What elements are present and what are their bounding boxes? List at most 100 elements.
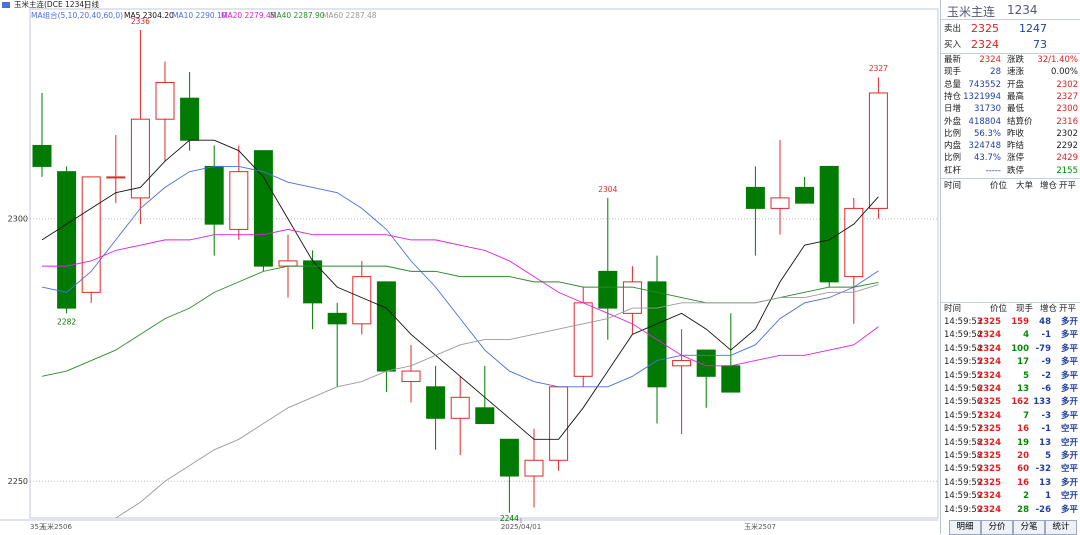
extreme-label: 2244 <box>500 514 519 523</box>
legend-value: 2287.90 <box>294 11 325 20</box>
value: 324748 <box>968 141 1001 152</box>
tick-cell: -1 <box>1041 330 1051 341</box>
label: 买入 <box>944 40 962 50</box>
quote-row: 日增 31730 最低 2300 <box>941 103 1080 115</box>
header-cell: 增仓 <box>1040 304 1058 314</box>
value: 743552 <box>968 79 1001 90</box>
value: 43.7% <box>973 153 1001 164</box>
value: 2292 <box>1056 141 1078 152</box>
tab[interactable]: 明细 <box>949 520 981 535</box>
tick-cell: 16 <box>1017 477 1029 488</box>
tick-cell: 60 <box>1017 464 1029 475</box>
tick-row: 14:59:54 2324 4 -1 多平 <box>941 329 1080 341</box>
candle-body <box>32 144 52 167</box>
value: 28 <box>990 67 1001 78</box>
candle-body <box>770 197 790 209</box>
tick-cell: 多开 <box>1060 451 1078 461</box>
tick-cell: -32 <box>1035 464 1051 475</box>
label: 总量 <box>944 79 962 90</box>
tick-row: 14:59:57 2324 7 -3 多平 <box>941 410 1080 422</box>
tick-cell: 16 <box>1017 424 1029 435</box>
tick-cell: 14:59:59 <box>944 477 983 488</box>
separator <box>941 53 1080 54</box>
separator <box>941 302 1080 303</box>
candle-body <box>155 81 175 120</box>
tick-cell: 14:59:54 <box>944 343 983 354</box>
label: 内盘 <box>944 141 962 152</box>
value: 2302 <box>1056 128 1078 139</box>
y-tick-label: 2250 <box>8 477 28 486</box>
tick-cell: 多平 <box>1060 330 1078 341</box>
tick-cell: 14:59:59 <box>944 504 983 515</box>
tick-cell: -1 <box>1041 424 1051 435</box>
value: 1321994 <box>963 91 1001 102</box>
tick-row: 14:59:54 2324 100 -79 多平 <box>941 343 1080 355</box>
tick-cell: 2324 <box>977 343 1001 354</box>
value: 418804 <box>968 116 1001 127</box>
label: 日增 <box>944 104 962 115</box>
candle-body <box>745 186 765 209</box>
legend-name: MA10 <box>172 11 193 20</box>
tab[interactable]: 分笔 <box>1013 520 1045 535</box>
ticks-header: 时间 价位 现手 增仓 开平 <box>941 303 1080 315</box>
header-cell: 价位 <box>990 304 1008 314</box>
value: 2300 <box>1056 104 1078 115</box>
tick-cell: 14:59:56 <box>944 397 983 408</box>
tick-cell: 空开 <box>1060 491 1078 502</box>
tick-cell: 空开 <box>1060 437 1078 448</box>
label: 昨结 <box>1007 141 1025 152</box>
header-cell: 时间 <box>944 304 962 314</box>
legend-value: 2290.10 <box>196 11 227 20</box>
tick-row: 14:59:58 2325 20 5 多开 <box>941 450 1080 462</box>
candle-body <box>721 365 741 393</box>
tick-cell: 159 <box>1011 317 1029 327</box>
quote-row: 比例 43.7% 涨停 2429 <box>941 152 1080 164</box>
value: 0.00% <box>1050 67 1078 78</box>
tick-cell: 2324 <box>977 437 1001 448</box>
tick-cell: 5 <box>1045 451 1051 461</box>
value: 2302 <box>1056 79 1078 90</box>
tick-cell: 2325 <box>977 464 1001 475</box>
label: 持仓 <box>944 91 962 102</box>
tick-cell: 多平 <box>1060 357 1078 368</box>
legend-entry: MA40 2287.90 <box>270 11 325 20</box>
tick-cell: 2324 <box>977 504 1001 515</box>
candle-body <box>573 302 593 377</box>
tick-cell: 多平 <box>1060 410 1078 421</box>
tick-row: 14:59:57 2325 16 -1 空平 <box>941 423 1080 435</box>
tab[interactable]: 统计 <box>1045 520 1077 535</box>
tick-cell: 14:59:57 <box>944 410 983 421</box>
legend-name: MA20 <box>221 11 242 20</box>
candle-body <box>475 407 495 425</box>
quote-row: 杠杆 ----- 跌停 2155 <box>941 165 1080 177</box>
tick-cell: 19 <box>1017 437 1029 448</box>
tick-cell: 100 <box>1011 343 1029 354</box>
value: ----- <box>985 165 1001 176</box>
legend-value: 2304.20 <box>143 11 174 20</box>
tick-cell: 2325 <box>977 477 1001 488</box>
x-label: 玉米2507 <box>744 522 776 531</box>
price: 2324 <box>971 38 999 51</box>
label: 比例 <box>944 153 962 164</box>
tick-cell: 28 <box>1017 504 1029 515</box>
tick-cell: 162 <box>1011 397 1029 408</box>
extreme-label: 2304 <box>598 185 617 194</box>
label: 外盘 <box>944 116 962 127</box>
tab[interactable]: 分价 <box>981 520 1013 535</box>
candle-body <box>401 370 421 383</box>
header-cell: 时间 <box>944 181 962 191</box>
value: 2324 <box>979 55 1001 65</box>
tick-cell: 2324 <box>977 357 1001 368</box>
tick-cell: 多平 <box>1060 343 1078 354</box>
quote-row: 比例 56.3% 昨收 2302 <box>941 128 1080 140</box>
candle-body <box>130 118 150 199</box>
legend-name: MA60 <box>322 11 343 20</box>
tick-cell: 13 <box>1039 437 1051 448</box>
candle-body <box>622 281 642 314</box>
legend-name: MA5 <box>124 11 141 20</box>
tick-cell: 20 <box>1017 451 1029 461</box>
tick-cell: 14:59:59 <box>944 464 983 475</box>
tick-cell: 13 <box>1017 384 1029 394</box>
header-cell: 现手 <box>1016 304 1034 314</box>
tick-cell: 多开 <box>1060 477 1078 488</box>
